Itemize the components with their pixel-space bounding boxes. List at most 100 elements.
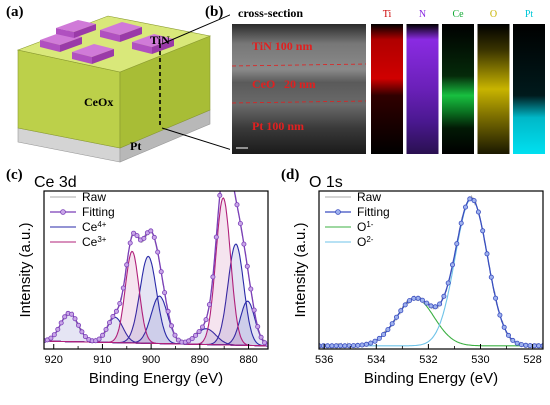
fitting-point bbox=[432, 304, 438, 310]
fitting-point bbox=[462, 204, 468, 210]
fitting-point bbox=[248, 286, 254, 292]
fitting-point bbox=[424, 300, 430, 306]
fitting-point bbox=[488, 274, 494, 280]
fitting-point bbox=[527, 343, 533, 349]
fitting-point bbox=[329, 343, 335, 349]
fitting-point bbox=[186, 338, 192, 344]
fitting-point bbox=[237, 221, 243, 227]
ceo-label: CeO bbox=[252, 77, 275, 91]
fitting-point bbox=[372, 338, 378, 344]
fitting-point bbox=[501, 324, 507, 330]
fitting-point bbox=[398, 308, 404, 314]
fitting-point bbox=[82, 334, 88, 340]
tem-image bbox=[232, 24, 366, 154]
tin-electrodes bbox=[40, 20, 174, 64]
fitting-point bbox=[415, 295, 421, 301]
fitting-point bbox=[231, 185, 235, 189]
panel-d-o1s-spectrum: (d) O 1s 536 534 532 530 528 Binding Energy (… bbox=[281, 167, 544, 387]
fitting-point bbox=[514, 340, 520, 346]
x-tick-label: 528 bbox=[523, 354, 541, 366]
legend-entry: Ce4+ bbox=[82, 220, 107, 235]
legend-entry: Raw bbox=[357, 190, 381, 204]
fitting-point bbox=[134, 233, 140, 239]
panel-c-label: (c) bbox=[6, 167, 23, 183]
y-axis-title: Intensity (a.u.) bbox=[292, 222, 309, 317]
fitting-point bbox=[196, 329, 202, 335]
fitting-point bbox=[355, 342, 361, 348]
legend-entry: Fitting bbox=[357, 205, 390, 219]
fitting-point bbox=[359, 342, 365, 348]
fitting-point bbox=[385, 327, 391, 333]
x-tick-label: 880 bbox=[239, 354, 257, 366]
fitting-point bbox=[172, 332, 178, 338]
x-tick-label: 532 bbox=[419, 354, 437, 366]
fitting-point bbox=[228, 169, 232, 173]
fitting-point bbox=[480, 228, 486, 234]
panel-c-ce3d-spectrum: (c) Ce 3d 920 910 900 890 880 Binding Energy … bbox=[6, 165, 269, 387]
legend-entry: Raw bbox=[82, 190, 106, 204]
eds-map-ce bbox=[442, 24, 474, 154]
fitting-point bbox=[437, 301, 443, 307]
fitting-point bbox=[449, 262, 455, 268]
fitting-point bbox=[189, 336, 195, 342]
fitting-point bbox=[406, 298, 412, 304]
fitting-point bbox=[402, 302, 408, 308]
fitting-point bbox=[241, 241, 247, 247]
legend-entry: O1- bbox=[357, 220, 374, 235]
fitting-point bbox=[127, 240, 133, 246]
eds-map-label-pt: Pt bbox=[525, 9, 534, 20]
fitting-point bbox=[168, 323, 174, 329]
fitting-point bbox=[471, 198, 477, 204]
fitting-point bbox=[199, 324, 205, 330]
fitting-point bbox=[162, 290, 168, 296]
fitting-point bbox=[165, 308, 171, 314]
eds-maps: Ti N Ce O Pt bbox=[371, 9, 545, 154]
fitting-point bbox=[193, 332, 199, 338]
fitting-point bbox=[62, 314, 68, 320]
fitting-point bbox=[510, 337, 516, 343]
legend-entry: O2- bbox=[357, 235, 374, 250]
y-axis-title: Intensity (a.u.) bbox=[17, 222, 34, 317]
fitting-point bbox=[110, 313, 116, 319]
fitting-point bbox=[69, 311, 75, 317]
fitting-point bbox=[411, 295, 417, 301]
fitting-point bbox=[368, 340, 374, 346]
fitting-point bbox=[72, 316, 78, 322]
eds-map-pt bbox=[513, 24, 545, 154]
fitting-point bbox=[124, 262, 130, 268]
fitting-point bbox=[419, 297, 425, 303]
fitting-point bbox=[100, 332, 106, 338]
fitting-point bbox=[467, 196, 473, 202]
tin-thickness-label: TiN 100 nm bbox=[252, 39, 312, 53]
fitting-point bbox=[389, 321, 395, 327]
fitting-point bbox=[221, 165, 225, 169]
component-ce3-1 bbox=[44, 197, 268, 347]
fitting-point bbox=[536, 343, 542, 349]
x-tick-label: 910 bbox=[93, 354, 111, 366]
eds-map-n bbox=[406, 24, 439, 154]
ceox-label: CeOx bbox=[84, 95, 113, 109]
fitting-point bbox=[55, 326, 61, 332]
fitting-point bbox=[484, 251, 490, 257]
fitting-point bbox=[117, 300, 123, 306]
pt-label: Pt bbox=[130, 139, 141, 153]
fitting-point bbox=[48, 335, 54, 341]
fitting-point bbox=[342, 343, 348, 349]
x-tick-label: 534 bbox=[367, 354, 385, 366]
x-axis-title: Binding Energy (eV) bbox=[89, 370, 223, 387]
fitting-point bbox=[441, 293, 447, 299]
fitting-point bbox=[203, 317, 209, 323]
plot-frame bbox=[318, 190, 544, 350]
interface-line-2 bbox=[231, 100, 367, 104]
fitting-point bbox=[475, 209, 481, 215]
ce3d-title: Ce 3d bbox=[34, 174, 77, 191]
fitting-point bbox=[206, 302, 212, 308]
fitting-point bbox=[333, 343, 339, 349]
fitting-point bbox=[79, 329, 85, 335]
fitting-point bbox=[363, 341, 369, 347]
x-tick-label: 530 bbox=[471, 354, 489, 366]
component-o2-0 bbox=[319, 198, 543, 347]
legend-entry: Ce3+ bbox=[82, 235, 107, 250]
fitting-point bbox=[518, 342, 524, 348]
fitting-point bbox=[523, 342, 529, 348]
